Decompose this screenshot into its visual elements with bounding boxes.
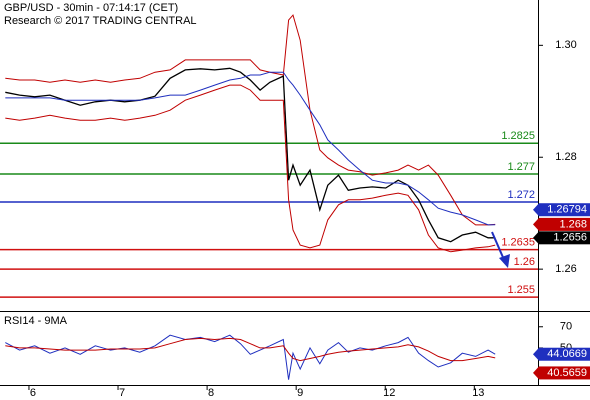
x-tick-label: 9: [297, 387, 303, 399]
last-value-pointer: [533, 217, 539, 231]
last-value-label: 40.5659: [547, 367, 587, 379]
level-label: 1.255: [507, 284, 535, 296]
last-value-box: [539, 347, 590, 361]
series-line: [5, 84, 496, 253]
series-line: [5, 337, 496, 362]
last-value-box: [539, 217, 590, 231]
y-tick-label: 70: [560, 321, 572, 333]
last-value-box: [539, 203, 590, 217]
x-tick-label: 13: [472, 387, 484, 399]
series-line: [5, 14, 496, 226]
x-tick-label: 12: [383, 387, 395, 399]
x-tick-label: 8: [208, 387, 214, 399]
last-value-pointer: [533, 347, 539, 361]
last-value-box: [539, 366, 590, 380]
level-label: 1.26: [514, 256, 535, 268]
series-line: [5, 71, 496, 226]
last-value-label: 44.0669: [547, 348, 587, 360]
level-label: 1.277: [507, 161, 535, 173]
last-value-label: 1.2656: [553, 232, 587, 244]
x-tick-label: 6: [30, 387, 36, 399]
plot-layer: 1.30 1.28 1.26 1.2825 1.277 1.272 1.2635 1.26 1.…: [0, 14, 590, 399]
forecast-arrowhead: [499, 254, 510, 268]
indicator-title: RSI14 - 9MA: [4, 315, 68, 327]
last-value-pointer: [533, 203, 539, 217]
last-value-pointer: [533, 231, 539, 245]
y-tick-label: 1.28: [555, 151, 576, 163]
y-tick-label: 1.26: [555, 263, 576, 275]
last-value-label: 1.26794: [547, 204, 587, 216]
x-tick-label: 7: [119, 387, 125, 399]
last-value-box: [539, 231, 590, 245]
level-label: 1.272: [507, 189, 535, 201]
level-label: 1.2825: [501, 130, 535, 142]
chart-subtitle: Research © 2017 TRADING CENTRAL: [4, 15, 197, 27]
last-value-label: 1.268: [559, 218, 587, 230]
level-label: 1.2635: [501, 236, 535, 248]
chart-title: GBP/USD - 30min - 07:14:17 (CET): [4, 2, 178, 14]
last-value-pointer: [533, 366, 539, 380]
y-tick-label: 1.30: [555, 39, 576, 51]
